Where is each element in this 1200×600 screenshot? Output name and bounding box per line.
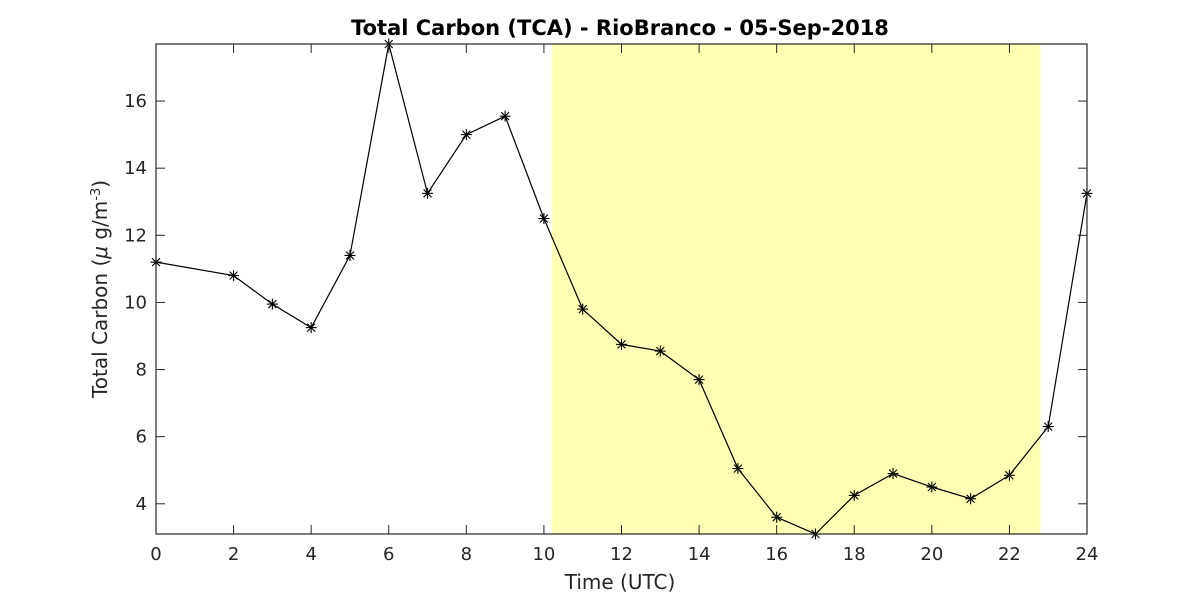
y-tick-label: 12	[124, 225, 147, 246]
x-tick-label: 22	[998, 544, 1021, 565]
x-tick-label: 18	[843, 544, 866, 565]
y-axis-label: Total Carbon (μ g/m-3)	[88, 180, 112, 399]
data-point-marker	[266, 298, 278, 310]
y-tick-label: 14	[124, 158, 147, 179]
data-point-marker	[577, 303, 589, 315]
data-point-marker	[1003, 469, 1015, 481]
data-point-marker	[887, 468, 899, 480]
data-point-marker	[228, 270, 240, 282]
y-tick-label: 8	[136, 360, 147, 381]
data-point-marker	[344, 249, 356, 261]
highlight-region-layer	[551, 44, 1041, 534]
x-tick-label: 4	[305, 544, 316, 565]
data-point-marker	[693, 374, 705, 386]
x-axis-ticks: 0 2 4 6 8 10 12 14 16 18 20 22 24	[150, 44, 1098, 565]
x-tick-label: 2	[228, 544, 239, 565]
y-axis-label-mu: μ	[88, 246, 112, 260]
x-tick-label: 0	[150, 544, 161, 565]
x-tick-label: 24	[1076, 544, 1099, 565]
x-tick-label: 12	[610, 544, 633, 565]
data-point-marker	[499, 110, 511, 122]
y-tick-label: 6	[136, 427, 147, 448]
x-axis-label: Time (UTC)	[564, 570, 676, 594]
y-axis-label-exponent: -3	[89, 188, 104, 201]
data-point-marker	[616, 338, 627, 350]
y-tick-label: 16	[124, 91, 147, 112]
data-point-marker	[1042, 421, 1054, 433]
data-point-marker	[771, 511, 783, 523]
series-line	[155, 43, 1088, 535]
y-axis-label-prefix: Total Carbon (	[88, 259, 112, 399]
x-tick-label: 10	[532, 544, 555, 565]
y-axis-ticks: 4 6 8 10 12 14 16	[124, 91, 1087, 515]
data-point-marker	[654, 345, 666, 357]
x-tick-label: 20	[920, 544, 943, 565]
data-point-marker	[538, 213, 550, 225]
highlight-region	[551, 44, 1041, 534]
data-point-marker	[732, 463, 744, 475]
x-tick-label: 14	[688, 544, 711, 565]
x-tick-label: 8	[461, 544, 472, 565]
y-axis-label-suffix: )	[88, 180, 112, 188]
x-tick-label: 6	[383, 544, 394, 565]
chart-title: Total Carbon (TCA) - RioBranco - 05-Sep-…	[351, 16, 889, 40]
y-tick-label: 4	[136, 494, 147, 515]
data-point-marker	[965, 493, 977, 505]
y-axis-label-unit: g/m	[88, 201, 112, 246]
data-point-marker	[305, 322, 317, 334]
x-tick-label: 16	[765, 544, 788, 565]
data-point-marker	[926, 481, 938, 493]
y-tick-label: 10	[124, 292, 147, 313]
data-point-marker	[422, 187, 434, 199]
data-point-marker	[848, 489, 860, 501]
data-point-marker	[460, 129, 472, 141]
